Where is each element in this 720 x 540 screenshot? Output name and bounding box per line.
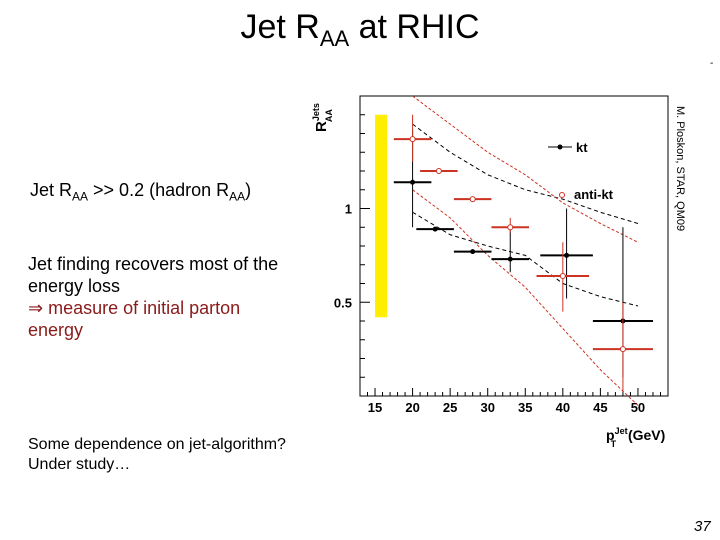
x-tick-label: 50 xyxy=(631,400,645,415)
y-tick-label: 1 xyxy=(345,202,352,217)
b1-text-3: ) xyxy=(245,180,252,200)
legend-antikt-label: anti-kt xyxy=(574,187,614,202)
point-anti-kt xyxy=(619,346,626,353)
point-kt xyxy=(564,252,570,258)
page-number: 37 xyxy=(694,518,711,535)
b1-sub-2: AA xyxy=(229,189,246,204)
y-tick-label: 0.5 xyxy=(334,295,352,310)
x-tick-label: 45 xyxy=(593,400,607,415)
point-anti-kt xyxy=(559,273,566,279)
point-anti-kt xyxy=(507,224,514,231)
b3-line-1: Some dependence on jet-algorithm? xyxy=(28,436,286,453)
systematic-band-anti-kt-upper xyxy=(412,95,639,243)
b2-line-3: measure of initial parton xyxy=(43,298,241,318)
x-tick-label: 25 xyxy=(443,400,457,415)
point-anti-kt xyxy=(469,196,476,203)
b2-line-4: energy xyxy=(28,320,84,340)
normalization-uncertainty-band xyxy=(375,114,388,318)
systematic-band-kt-lower xyxy=(412,211,639,307)
point-kt xyxy=(410,179,416,185)
corner-mark: - xyxy=(710,58,714,69)
figure-credit: M. Ploskon, STAR, QM09 xyxy=(674,106,686,231)
point-kt xyxy=(507,256,513,262)
b1-text-2: >> 0.2 (hadron R xyxy=(88,180,230,200)
x-tick-label: 30 xyxy=(480,400,494,415)
implies-arrow-icon: ⇒ xyxy=(28,298,44,318)
b1-sub-1: AA xyxy=(72,189,89,204)
chart-layer: 15 20 25 30 35 40 45 50 1 0.5 xyxy=(334,95,669,415)
legend-antikt-marker xyxy=(559,192,565,198)
y-axis-label: RJets AA xyxy=(311,103,334,132)
point-kt xyxy=(432,226,438,232)
b3-line-2: Under study… xyxy=(28,456,131,473)
x-tick-label: 40 xyxy=(556,400,570,415)
systematic-band-anti-kt-lower xyxy=(412,189,639,406)
systematic-band-kt-upper xyxy=(412,123,639,224)
title-rest: at RHIC xyxy=(349,8,480,46)
legend-kt-marker xyxy=(557,144,563,150)
b2-implication: ⇒ measure of initial parton xyxy=(28,297,328,319)
point-anti-kt xyxy=(435,168,442,174)
title-main: Jet R xyxy=(240,8,320,46)
b2-line-2: energy loss xyxy=(28,276,121,296)
b2-line-1: Jet finding recovers most of the xyxy=(28,254,279,274)
x-tick-label: 20 xyxy=(405,400,419,415)
x-tick-label: 15 xyxy=(368,400,382,415)
bullet-algorithm-dependence: Some dependence on jet-algorithm? Under … xyxy=(28,435,348,475)
point-anti-kt xyxy=(409,136,416,143)
x-tick-label: 35 xyxy=(518,400,532,415)
bullet-jet-finding: Jet finding recovers most of the energy … xyxy=(28,253,328,341)
legend-kt-label: kt xyxy=(576,140,588,155)
title-subscript: AA xyxy=(319,25,350,51)
bullet-raa-comparison: Jet RAA >> 0.2 (hadron RAA) xyxy=(30,179,330,208)
b1-text-1: Jet R xyxy=(30,180,73,200)
point-kt xyxy=(470,249,476,255)
slide-title: Jet RAA at RHIC xyxy=(0,8,720,52)
x-axis-label: pJet T (GeV) xyxy=(606,426,665,449)
